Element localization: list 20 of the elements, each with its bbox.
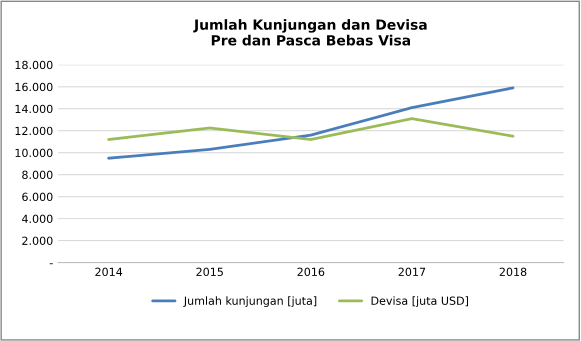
y-tick-label: 4.000 (22, 214, 52, 223)
y-tick-label: 18.000 (16, 60, 52, 70)
y-tick-label: - (50, 263, 53, 264)
y-tick-label: 14.000 (16, 104, 52, 114)
legend-label: Jumlah kunjungan [juta] (183, 296, 316, 308)
y-tick-label: 6.000 (22, 192, 52, 202)
x-tick-label: 2015 (196, 268, 223, 276)
y-tick-label: 16.000 (16, 82, 52, 92)
chart-title: Jumlah Kunjungan dan Devisa Pre dan Pasca Bebas Visa (193, 19, 427, 46)
legend-label: Devisa [juta USD] (372, 296, 468, 308)
y-tick-label: 10.000 (16, 148, 52, 158)
line-series (107, 86, 514, 160)
x-tick-label: 2014 (95, 268, 122, 276)
line-series (107, 117, 514, 141)
x-tick-label: 2016 (298, 268, 324, 276)
x-tick-label: 2018 (500, 268, 526, 276)
y-tick-label: 2.000 (22, 236, 52, 245)
x-tick-label: 2017 (398, 268, 426, 276)
y-tick-label: 8.000 (22, 170, 52, 180)
y-tick-label: 12.000 (16, 126, 52, 136)
